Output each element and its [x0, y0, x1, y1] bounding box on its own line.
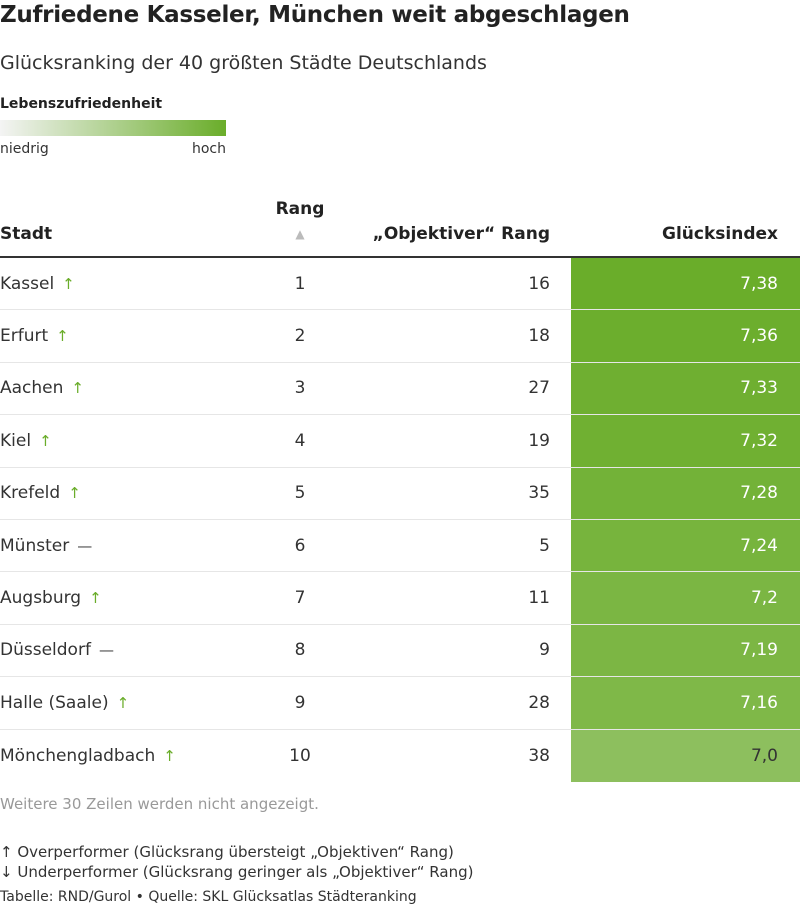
city-name: Erfurt	[0, 326, 49, 347]
underperformer-note: ↓ Underperformer (Glücksrang geringer al…	[0, 863, 474, 881]
cell-rang: 3	[294, 378, 306, 399]
chart-title: Zufriedene Kasseler, München weit abgesc…	[0, 2, 630, 28]
cell-stadt: Erfurt ↑	[0, 310, 260, 361]
city-name: Düsseldorf	[0, 640, 91, 661]
city-name: Kiel	[0, 430, 32, 451]
chart-subtitle: Glücksranking der 40 größten Städte Deut…	[0, 52, 487, 74]
cell-gluecksindex: 7,0	[571, 729, 800, 782]
cell-rang: 10	[289, 745, 311, 766]
arrow-up-icon: ↑	[68, 484, 81, 503]
cell-objektiver-rang: 35	[528, 483, 550, 504]
cell-gluecksindex: 7,19	[571, 624, 800, 677]
cell-gluecksindex: 7,24	[571, 519, 800, 572]
column-header-stadt[interactable]: Stadt	[0, 224, 53, 244]
cell-rang: 1	[294, 273, 306, 294]
cell-objektiver-rang: 9	[539, 640, 550, 661]
cell-stadt: Augsburg ↑	[0, 572, 260, 623]
cell-gluecksindex: 7,16	[571, 677, 800, 729]
cell-objektiver-rang: 5	[539, 535, 550, 556]
legend-low-label: niedrig	[0, 141, 49, 157]
cell-rang: 4	[294, 430, 306, 451]
city-name: Halle (Saale)	[0, 692, 109, 713]
source-footer: Tabelle: RND/Gurol • Quelle: SKL Glücksa…	[0, 889, 417, 905]
table-row: Halle (Saale) ↑ 9 28 7,16	[0, 677, 800, 730]
cell-stadt: Kiel ↑	[0, 415, 260, 466]
table-body: Kassel ↑ 1 16 7,38 Erfurt ↑ 2 18 7,36 Aachen ↑ 3 27 7,…	[0, 258, 800, 782]
cell-stadt: Kassel ↑	[0, 258, 260, 309]
arrow-up-icon: ↑	[116, 693, 130, 712]
cell-rang: 2	[294, 326, 306, 347]
legend-high-label: hoch	[191, 141, 226, 157]
column-header-rang[interactable]: Rang	[275, 199, 325, 219]
cell-gluecksindex: 7,38	[571, 258, 800, 310]
legend-gradient-bar	[0, 120, 226, 136]
cell-stadt: Mönchengladbach ↑	[0, 730, 260, 782]
table-row: Aachen ↑ 3 27 7,33	[0, 362, 800, 416]
table-row: Kassel ↑ 1 16 7,38	[0, 258, 800, 311]
arrow-up-icon: ↑	[56, 327, 69, 346]
city-name: Mönchengladbach	[0, 745, 156, 766]
dash-icon: —	[77, 536, 93, 555]
cell-objektiver-rang: 19	[528, 430, 550, 451]
arrow-up-icon: ↑	[62, 274, 75, 293]
cell-rang: 5	[294, 483, 306, 504]
table-row: Düsseldorf — 8 9 7,19	[0, 624, 800, 678]
arrow-up-icon: ↑	[89, 589, 102, 608]
cell-rang: 6	[294, 535, 306, 556]
table-row: Münster — 6 5 7,24	[0, 519, 800, 573]
legend-title: Lebenszufriedenheit	[0, 96, 163, 112]
cell-gluecksindex: 7,33	[571, 362, 800, 415]
city-name: Aachen	[0, 378, 64, 399]
cell-objektiver-rang: 11	[528, 588, 550, 609]
arrow-up-icon: ↑	[163, 746, 176, 765]
cell-objektiver-rang: 38	[528, 745, 550, 766]
cell-stadt: Aachen ↑	[0, 363, 260, 414]
city-name: Kassel	[0, 273, 55, 294]
dash-icon: —	[98, 641, 114, 660]
cell-objektiver-rang: 18	[528, 326, 550, 347]
column-header-gluecksindex[interactable]: Glücksindex	[662, 224, 778, 244]
cell-objektiver-rang: 27	[528, 378, 550, 399]
sort-ascending-icon[interactable]: ▲	[295, 227, 305, 241]
more-rows-note: Weitere 30 Zeilen werden nicht angezeigt…	[0, 795, 319, 813]
cell-rang: 9	[294, 692, 306, 713]
cell-gluecksindex: 7,28	[571, 467, 800, 519]
cell-stadt: Halle (Saale) ↑	[0, 677, 260, 728]
arrow-up-icon: ↑	[71, 379, 84, 398]
cell-stadt: Düsseldorf —	[0, 625, 260, 676]
overperformer-note: ↑ Overperformer (Glücksrang übersteigt „…	[0, 843, 454, 861]
city-name: Augsburg	[0, 588, 82, 609]
cell-stadt: Krefeld ↑	[0, 468, 260, 519]
cell-objektiver-rang: 28	[528, 692, 550, 713]
cell-rang: 8	[294, 640, 306, 661]
city-name: Münster	[0, 535, 70, 556]
table-header: Stadt Rang ▲ „Objektiver“ Rang Glücksind…	[0, 192, 800, 258]
cell-gluecksindex: 7,36	[571, 310, 800, 362]
table-row: Kiel ↑ 4 19 7,32	[0, 415, 800, 468]
cell-gluecksindex: 7,2	[571, 572, 800, 624]
column-header-objektiver-rang[interactable]: „Objektiver“ Rang	[372, 224, 550, 244]
cell-objektiver-rang: 16	[528, 273, 550, 294]
table-row: Erfurt ↑ 2 18 7,36	[0, 310, 800, 363]
arrow-up-icon: ↑	[39, 431, 52, 450]
cell-stadt: Münster —	[0, 520, 260, 571]
table-row: Augsburg ↑ 7 11 7,2	[0, 572, 800, 625]
table-row: Mönchengladbach ↑ 10 38 7,0	[0, 729, 800, 782]
table-row: Krefeld ↑ 5 35 7,28	[0, 467, 800, 520]
cell-gluecksindex: 7,32	[571, 415, 800, 467]
city-name: Krefeld	[0, 483, 61, 504]
cell-rang: 7	[294, 588, 306, 609]
